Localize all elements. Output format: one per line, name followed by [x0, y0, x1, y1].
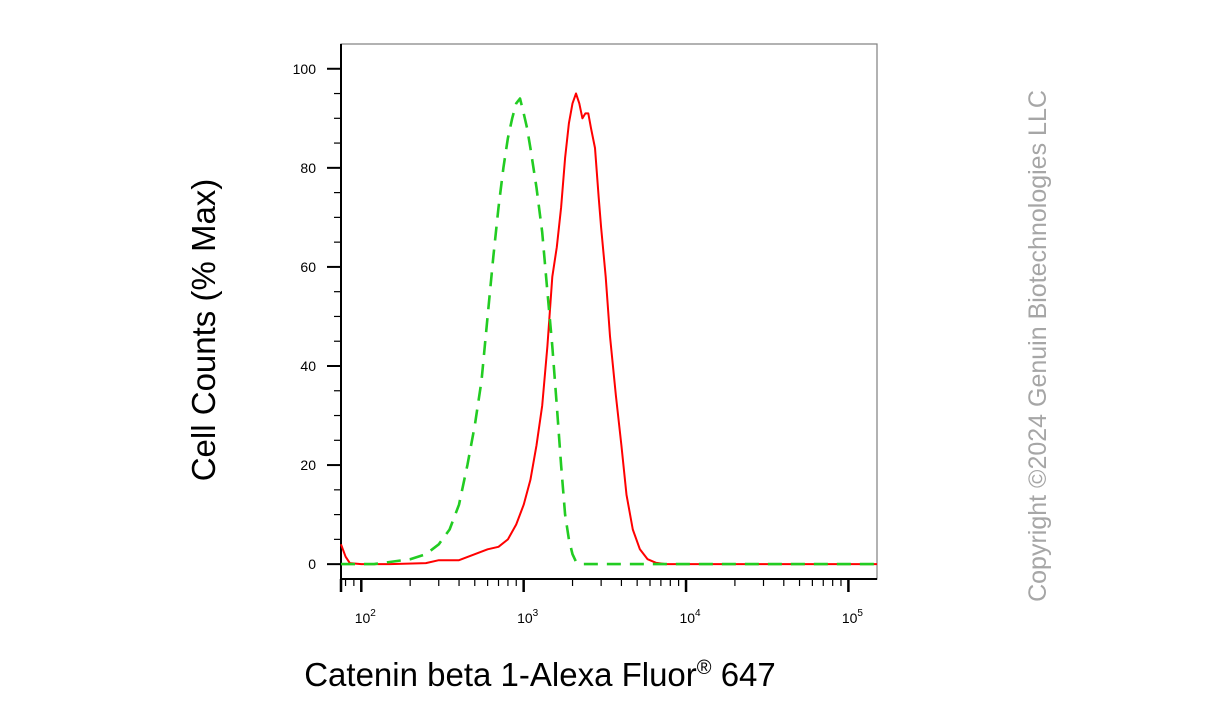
x-tick-label: 102	[355, 608, 377, 626]
y-tick-label: 20	[300, 457, 316, 473]
x-axis-title-registered-mark: ®	[697, 657, 712, 679]
x-tick-exponent: 3	[533, 608, 539, 619]
x-tick-base: 10	[517, 610, 533, 626]
series-layer	[340, 92, 877, 566]
y-tick-label: 80	[300, 160, 316, 176]
x-tick-exponent: 2	[370, 608, 376, 619]
x-tick-label: 103	[517, 608, 539, 626]
x-tick-exponent: 5	[857, 608, 863, 619]
y-axis-title: Cell Counts (% Max)	[185, 179, 222, 482]
x-tick-label: 104	[679, 608, 701, 626]
y-tick-label: 100	[293, 61, 317, 77]
x-tick-base: 10	[842, 610, 858, 626]
x-axis-title-main: Catenin beta 1-Alexa Fluor	[304, 656, 697, 693]
series-line-2	[341, 97, 877, 566]
series-line-1	[340, 92, 877, 566]
y-tick-label: 0	[308, 556, 316, 572]
y-tick-label: 60	[300, 259, 316, 275]
x-tick-base: 10	[679, 610, 695, 626]
x-tick-base: 10	[355, 610, 371, 626]
x-axis-title-suffix: 647	[712, 656, 776, 693]
y-axis: 0 20 40 60 80 100	[293, 44, 342, 579]
copyright-watermark: Copyright ©2024 Genuin Biotechnologies L…	[1024, 90, 1052, 602]
x-tick-label: 105	[842, 608, 864, 626]
x-axis: 102 103 104 105	[339, 578, 877, 626]
x-tick-exponent: 4	[695, 608, 701, 619]
x-axis-title: Catenin beta 1-Alexa Fluor® 647	[304, 656, 776, 693]
y-tick-label: 40	[300, 358, 316, 374]
